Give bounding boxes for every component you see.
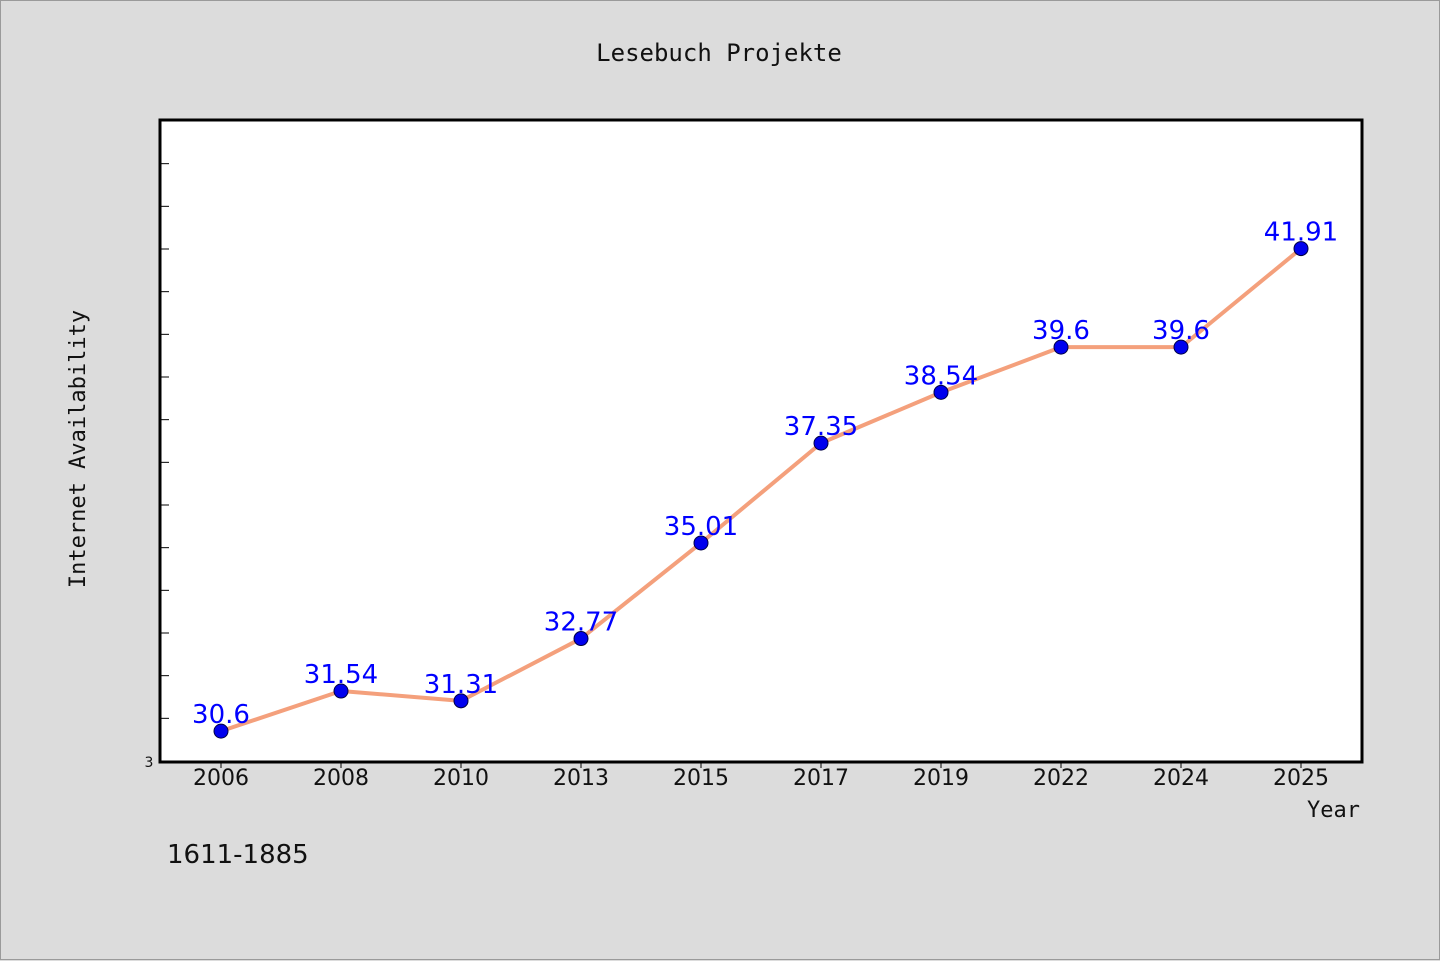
data-label: 31.31 [424,670,498,700]
x-tick-label: 2006 [193,766,249,791]
data-label: 35.01 [664,512,738,542]
data-point [333,683,349,699]
data-point [573,631,589,647]
data-label: 31.54 [304,660,378,690]
y-axis-title: Internet Availability [66,310,91,588]
plot-frame [158,118,1364,764]
x-tick-label: 2008 [313,766,369,791]
data-label: 37.35 [784,412,858,442]
x-tick-label: 2019 [913,766,969,791]
y-tick-label: 3 [145,755,154,771]
x-axis-title: Year [1307,798,1360,823]
data-label: 39.6 [1152,316,1210,346]
x-axis-ticks: 2006 2008 2010 2013 2015 2017 2019 2022 2024 2025 [193,761,1329,791]
x-tick-label: 2022 [1033,766,1089,791]
data-label: 41.91 [1264,218,1338,248]
x-tick-label: 2013 [553,766,609,791]
data-label: 32.77 [544,608,618,638]
data-point [453,693,469,709]
data-point [693,535,709,551]
data-point [1053,339,1069,355]
footnote-text: 1611-1885 [167,840,309,870]
data-markers [213,241,1309,739]
x-tick-label: 2017 [793,766,849,791]
x-tick-label: 2010 [433,766,489,791]
data-point [933,384,949,400]
plot-area [160,120,1362,762]
x-tick-label: 2025 [1273,766,1329,791]
chart-title: Lesebuch Projekte [596,39,842,67]
y-axis-ticks [161,163,169,719]
x-tick-label: 2024 [1153,766,1209,791]
data-labels: 30.6 31.54 31.31 32.77 35.01 37.35 38.54 39.6 39… [192,218,1338,731]
data-point [1293,241,1309,257]
data-label: 38.54 [904,361,978,391]
data-point [813,435,829,451]
data-label: 39.6 [1032,316,1090,346]
x-tick-label: 2015 [673,766,729,791]
data-point [213,723,229,739]
series-line [219,246,1303,734]
data-label: 30.6 [192,700,250,730]
data-point [1173,339,1189,355]
